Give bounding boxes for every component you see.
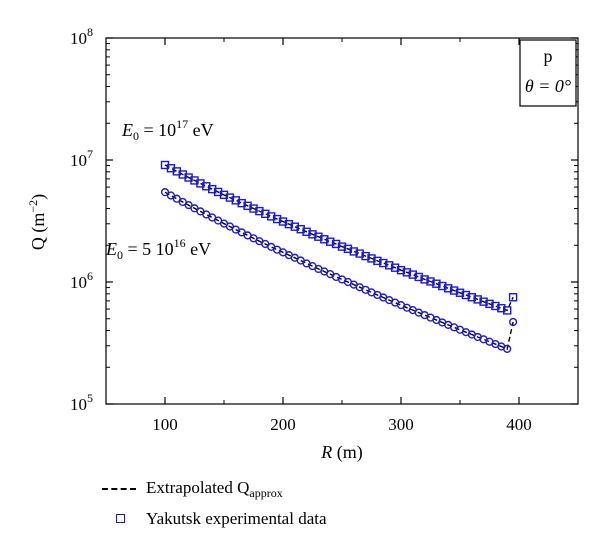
data-point-square [314,232,323,241]
annotation-upper-end: eV [188,120,214,140]
data-point-square [420,275,429,284]
legend-dashed-line-icon [100,479,146,499]
data-point-square [237,198,246,208]
series-layer [160,160,518,353]
data-point-square [402,268,412,277]
data-point-square [385,261,394,270]
data-point-circle [166,191,176,200]
data-point-square [497,303,506,313]
x-tick-label: 200 [270,415,296,434]
data-point-square [343,244,353,254]
data-point-circle [503,344,512,353]
annotation-lower-end: eV [186,239,212,259]
y-axis-label-main: Q (m [28,213,49,251]
y-tick-label: 105 [70,391,93,414]
data-point-square [326,237,335,246]
y-axis-label: Q (m−2) [26,194,49,250]
annotation-lower-sup: 16 [174,236,186,250]
data-point-square [278,217,288,226]
data-point-square [243,201,252,211]
data-point-square [426,277,435,286]
data-point-square [432,279,441,288]
annotation-lower-energy: E0 = 5 1016 eV [105,236,211,262]
data-point-square [408,270,417,279]
data-point-square [249,204,258,213]
data-point-square [261,209,270,219]
data-point-square [449,286,459,295]
legend-item-fit: Extrapolated Qapprox [100,474,400,504]
x-axis-label-var: R [320,442,332,462]
legend: Extrapolated Qapprox Yakutsk experimenta… [100,474,400,534]
fit-line [164,191,514,350]
data-point-square [455,288,465,297]
annotation-lower-mid: = 5 10 [123,239,174,259]
annotation-upper-energy: E0 = 1017 eV [121,117,214,143]
data-point-square [320,235,329,244]
legend-item-data: Yakutsk experimental data [100,504,400,534]
annotation-upper-var: E [121,120,133,140]
data-point-square [390,263,400,272]
data-point-square [485,299,494,309]
annotation-box-line2: θ = 0° [525,76,571,96]
annotation-lower-sub: 0 [117,248,123,262]
x-tick-label: 100 [152,415,178,434]
y-axis-label-sup: −2 [26,200,40,213]
data-point-square [302,227,311,236]
data-point-square [396,265,406,275]
data-point-square [284,219,294,229]
data-point-square [290,222,299,231]
annotation-upper-mid: = 10 [139,120,176,140]
data-point-square [503,306,512,315]
annotation-lower-var: E [105,239,117,259]
annotation-upper-sub: 0 [133,129,139,143]
data-point-circle [160,188,170,197]
y-tick-label: 106 [70,269,93,292]
legend-square-marker-icon [100,509,146,529]
annotation-box [519,39,577,107]
data-point-square [438,281,447,291]
legend-fit-text: Extrapolated Q [146,477,250,497]
data-point-square [414,272,423,282]
data-point-square [267,212,276,221]
data-point-square [373,256,382,266]
y-tick-label: 108 [70,25,93,48]
fit-line [164,164,514,312]
data-point-square [491,301,500,311]
data-point-square [379,258,388,268]
legend-data-label: Yakutsk experimental data [146,509,327,528]
x-tick-label: 300 [388,415,414,434]
data-point-square [355,249,364,258]
data-point-square [231,196,241,205]
data-point-square [467,293,476,302]
data-point-square [473,295,482,304]
legend-fit-label: Extrapolated Qapprox [146,478,283,501]
data-point-square [296,224,305,234]
data-point-square [444,284,453,293]
data-point-square [331,239,341,249]
data-point-square [255,206,264,216]
annotation-upper-sup: 17 [176,117,188,131]
x-tick-label: 400 [506,415,532,434]
y-axis-label-end: ) [28,194,49,200]
data-point-circle [508,317,518,327]
y-axis: 105 106 107 108 [70,25,578,414]
legend-fit-sub: approx [249,485,283,500]
data-point-square [361,251,370,261]
data-point-square [367,254,376,263]
data-point-square [272,214,282,224]
data-point-square [219,190,229,200]
x-axis-label-unit: (m) [332,442,363,463]
data-point-square [349,247,358,256]
data-point-square [461,290,471,300]
x-axis: 100 200 300 400 [105,38,579,434]
annotation-box-line1: p [544,46,553,66]
data-point-square [479,297,488,306]
data-point-square [337,242,347,251]
data-point-square [225,193,235,202]
data-point-square [308,230,317,239]
x-axis-label: R (m) [320,442,363,463]
data-point-square [508,293,518,302]
y-tick-label: 107 [70,147,93,170]
